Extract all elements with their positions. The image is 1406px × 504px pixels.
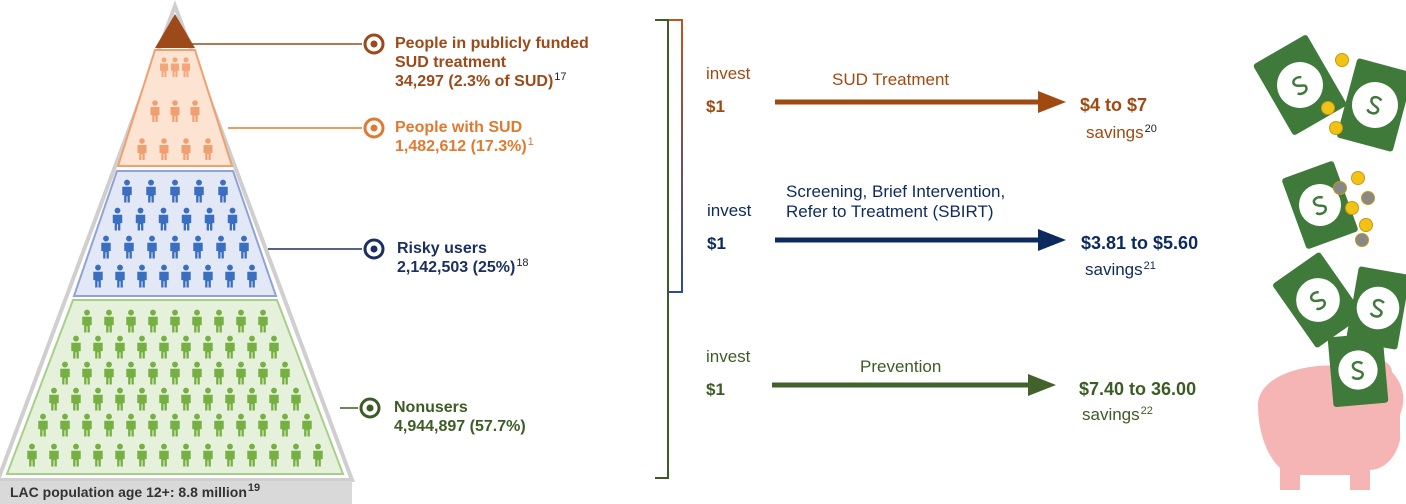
savings: savings21 bbox=[1085, 260, 1156, 280]
footnote: 18 bbox=[516, 257, 528, 269]
return: $3.81 to $5.60 bbox=[1081, 233, 1198, 255]
label-line: People with SUD bbox=[395, 118, 534, 137]
coin bbox=[1330, 122, 1343, 135]
return: $4 to $7 bbox=[1080, 95, 1147, 117]
base-label: LAC population age 12+: 8.8 million19 bbox=[10, 484, 260, 501]
level-label: People in publicly funded SUD treatment … bbox=[395, 34, 589, 92]
savings: savings22 bbox=[1082, 405, 1153, 425]
level-label: Nonusers 4,944,897 (57.7%) bbox=[394, 398, 526, 436]
coin bbox=[1336, 54, 1349, 67]
label-line: Nonusers bbox=[394, 398, 526, 417]
target-icon bbox=[365, 119, 383, 137]
level-value: 1,482,612 (17.3%) bbox=[395, 138, 527, 155]
savings-text: savings bbox=[1085, 260, 1143, 279]
invest-label: invest bbox=[706, 347, 750, 367]
label-line: SUD treatment bbox=[395, 53, 589, 72]
invest-amount: $1 bbox=[706, 380, 725, 400]
program: SUD Treatment bbox=[832, 70, 949, 90]
bill bbox=[1336, 58, 1406, 152]
base-text: LAC population age 12+: 8.8 million bbox=[10, 484, 247, 500]
footnote: 17 bbox=[554, 71, 566, 83]
target-icon bbox=[365, 240, 383, 258]
coin bbox=[1352, 172, 1365, 185]
program-line: Prevention bbox=[860, 357, 941, 377]
invest-amount: $1 bbox=[707, 234, 726, 254]
program: Screening, Brief Intervention,Refer to T… bbox=[786, 182, 1005, 223]
money-illustration bbox=[1253, 34, 1406, 490]
bill bbox=[1328, 333, 1389, 408]
level-value: 34,297 (2.3% of SUD) bbox=[395, 73, 553, 90]
level-label: People with SUD 1,482,612 (17.3%)1 bbox=[395, 118, 534, 156]
arrow bbox=[775, 91, 1066, 113]
tier-tip bbox=[155, 14, 195, 48]
coin bbox=[1362, 192, 1375, 205]
page: {"pyramid": { "levels": [ {"label_lines"… bbox=[0, 0, 1406, 504]
label-line: Risky users bbox=[397, 239, 529, 258]
footnote: 1 bbox=[528, 136, 534, 148]
target-icon bbox=[365, 35, 383, 53]
level-value: 4,944,897 (57.7%) bbox=[394, 417, 526, 436]
invest-label: invest bbox=[707, 201, 751, 221]
program: Prevention bbox=[860, 357, 941, 377]
coin bbox=[1334, 182, 1347, 195]
coin bbox=[1322, 102, 1335, 115]
savings-text: savings bbox=[1082, 405, 1140, 424]
coin bbox=[1360, 219, 1373, 232]
savings-text: savings bbox=[1086, 123, 1144, 142]
invest-amount: $1 bbox=[706, 97, 725, 117]
bill bbox=[1253, 34, 1348, 136]
footnote: 19 bbox=[248, 482, 260, 494]
program-line: SUD Treatment bbox=[832, 70, 949, 90]
coin bbox=[1356, 234, 1369, 247]
target-icon bbox=[361, 399, 379, 417]
bracket bbox=[669, 20, 682, 292]
level-label: Risky users 2,142,503 (25%)18 bbox=[397, 239, 529, 277]
coin bbox=[1346, 202, 1359, 215]
bracket bbox=[655, 20, 668, 478]
program-line: Refer to Treatment (SBIRT) bbox=[786, 202, 1005, 222]
arrow bbox=[775, 229, 1066, 251]
return: $7.40 to 36.00 bbox=[1079, 379, 1196, 401]
level-value: 2,142,503 (25%) bbox=[397, 259, 515, 276]
invest-label: invest bbox=[706, 64, 750, 84]
label-line: People in publicly funded bbox=[395, 34, 589, 53]
footnote: 22 bbox=[1141, 405, 1153, 417]
footnote: 21 bbox=[1144, 260, 1156, 272]
savings: savings20 bbox=[1086, 123, 1157, 143]
footnote: 20 bbox=[1145, 123, 1157, 135]
program-line: Screening, Brief Intervention, bbox=[786, 182, 1005, 202]
